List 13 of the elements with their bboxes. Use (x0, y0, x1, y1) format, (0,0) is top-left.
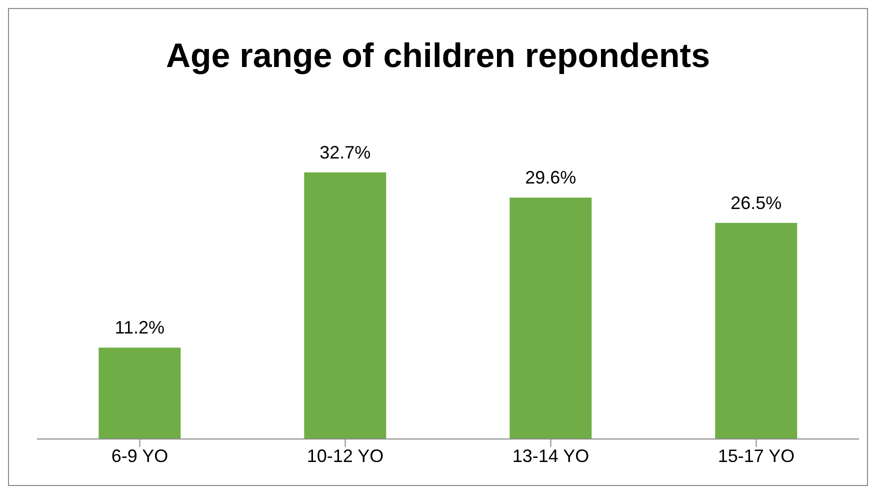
x-tick-label: 13-14 YO (512, 446, 590, 466)
bar (98, 348, 181, 439)
x-tick-label: 6-9 YO (111, 446, 168, 466)
x-tick-label: 15-17 YO (718, 446, 795, 466)
data-label: 26.5% (730, 192, 782, 213)
data-label: 32.7% (320, 142, 371, 162)
bar (715, 222, 798, 439)
data-label: 29.6% (525, 168, 576, 188)
chart-title: Age range of children repondents (164, 37, 712, 76)
data-label: 11.2% (114, 318, 164, 338)
x-tick-label: 10-12 YO (306, 446, 384, 466)
bar (510, 198, 592, 439)
bar (304, 172, 386, 439)
